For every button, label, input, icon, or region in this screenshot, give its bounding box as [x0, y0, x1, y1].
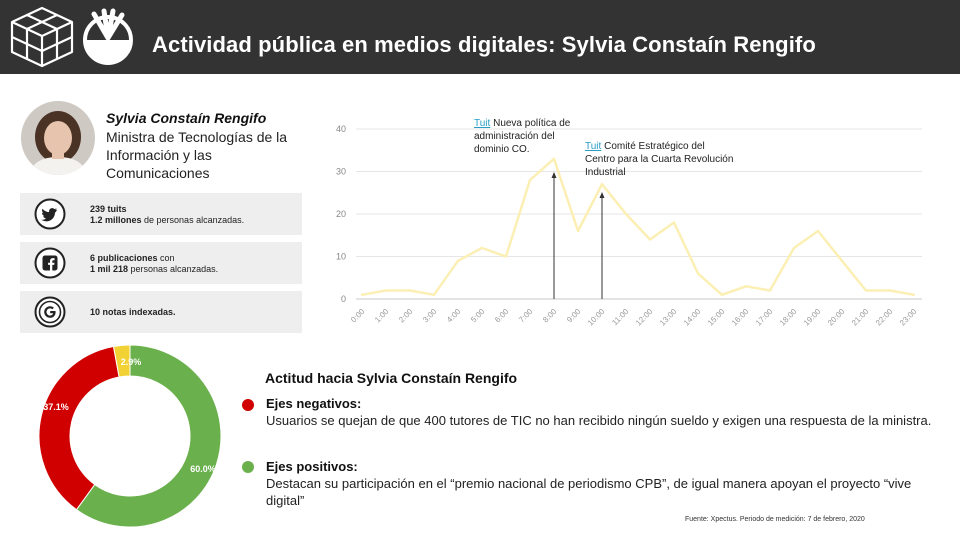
x-tick-label: 8:00	[541, 307, 559, 325]
annotation-arrow-head	[551, 172, 557, 178]
sun-shield-logo-icon	[83, 8, 133, 65]
positive-text: Destacan su participación en el “premio …	[266, 476, 912, 508]
x-tick-label: 2:00	[397, 307, 415, 325]
facebook-reach: 1 mil 218	[90, 264, 129, 274]
profile-avatar	[21, 101, 95, 175]
x-tick-label: 7:00	[517, 307, 535, 325]
data-point	[888, 289, 892, 292]
annotation-10am-link[interactable]: Tuit	[585, 141, 602, 152]
x-tick-label: 1:00	[373, 307, 391, 325]
data-point	[840, 259, 844, 262]
data-point	[504, 255, 508, 258]
google-count: 10 notas indexadas.	[90, 307, 176, 317]
data-point	[792, 246, 796, 250]
x-tick-label: 11:00	[610, 307, 630, 327]
x-tick-label: 4:00	[445, 307, 463, 325]
y-tick-label: 0	[341, 294, 346, 304]
x-tick-label: 14:00	[682, 307, 703, 328]
annotation-10am: Tuit Comité Estratégico del Centro para …	[585, 141, 734, 178]
x-tick-label: 6:00	[493, 307, 511, 325]
twitter-icon	[34, 198, 66, 230]
x-tick-label: 3:00	[421, 307, 439, 325]
negative-text: Usuarios se quejan de que 400 tutores de…	[266, 413, 932, 428]
data-point	[408, 289, 412, 292]
data-point	[768, 289, 772, 292]
x-tick-label: 16:00	[730, 307, 751, 328]
y-tick-label: 30	[336, 167, 346, 177]
annotation-arrow-head	[599, 192, 605, 198]
data-point	[528, 178, 532, 182]
profile-name: Sylvia Constaín Rengifo	[106, 110, 267, 126]
twitter-reach: 1.2 millones	[90, 215, 142, 225]
data-point	[600, 183, 604, 186]
data-point	[480, 246, 484, 250]
google-stat-text: 10 notas indexadas.	[90, 307, 176, 318]
facebook-stat-text: 6 publicaciones con 1 mil 218 personas a…	[90, 253, 219, 274]
y-tick-label: 10	[336, 252, 346, 262]
annotation-8am-link[interactable]: Tuit	[474, 118, 491, 129]
hourly-activity-chart: 0 10 20 30 40 0:00 1:00 2:00 3:00 4:00 5:00 6:00 7:0…	[336, 124, 922, 328]
negative-label: Ejes negativos:	[266, 396, 362, 411]
annotation-8am: Tuit Nueva política de administración de…	[474, 118, 571, 155]
donut-slice-1	[38, 345, 120, 511]
x-tick-label: 15:00	[706, 307, 727, 328]
data-point	[648, 238, 652, 241]
profile-role: Ministra de Tecnologías de la Informació…	[106, 129, 288, 181]
donut-label: 37.1%	[43, 402, 69, 412]
google-icon	[34, 296, 66, 328]
x-tick-label: 9:00	[565, 307, 583, 325]
source-footnote: Fuente: Xpectus. Periodo de medición: 7 …	[685, 516, 865, 523]
x-tick-label: 13:00	[658, 307, 679, 328]
data-point	[432, 293, 436, 296]
data-point	[552, 157, 556, 160]
header-bar: Actividad pública en medios digitales: S…	[0, 0, 960, 74]
cube-grid-logo-icon	[10, 6, 74, 68]
facebook-icon	[34, 247, 66, 279]
negative-bullet	[242, 399, 254, 411]
x-tick-label: 19:00	[802, 307, 823, 328]
data-point	[864, 289, 868, 292]
series-line	[361, 157, 915, 297]
data-point	[384, 289, 388, 292]
google-stat-card: 10 notas indexadas.	[20, 291, 302, 333]
x-tick-label: 20:00	[826, 307, 847, 328]
x-tick-label: 18:00	[778, 307, 799, 328]
x-tick-label: 23:00	[898, 307, 919, 328]
x-tick-label: 10:00	[586, 307, 607, 328]
twitter-stat-card: 239 tuits 1.2 millones de personas alcan…	[20, 193, 302, 235]
donut-label: 60.0%	[190, 464, 216, 474]
donut-slice-0	[75, 344, 222, 528]
attitude-title: Actitud hacia Sylvia Constaín Rengifo	[265, 370, 518, 386]
x-tick-label: 21:00	[850, 307, 871, 328]
data-point	[912, 293, 916, 296]
positive-label: Ejes positivos:	[266, 459, 358, 474]
x-tick-label: 12:00	[634, 307, 655, 328]
data-point	[672, 221, 676, 224]
data-point	[624, 212, 628, 216]
data-point	[696, 272, 700, 275]
y-tick-label: 40	[336, 124, 346, 134]
data-point	[816, 229, 820, 233]
data-point	[720, 293, 724, 296]
y-tick-label: 20	[336, 209, 346, 219]
twitter-count: 239 tuits	[90, 204, 127, 214]
x-tick-label: 22:00	[874, 307, 895, 328]
data-point	[360, 293, 364, 296]
facebook-stat-card: 6 publicaciones con 1 mil 218 personas a…	[20, 242, 302, 284]
attitude-donut-chart: 60.0% 37.1% 2.9%	[38, 344, 222, 528]
data-point	[744, 285, 748, 288]
facebook-count: 6 publicaciones	[90, 253, 158, 263]
twitter-stat-text: 239 tuits 1.2 millones de personas alcan…	[90, 204, 245, 225]
x-tick-label: 17:00	[754, 307, 775, 328]
data-point	[576, 229, 580, 233]
x-tick-label: 5:00	[469, 307, 487, 325]
positive-bullet	[242, 461, 254, 473]
page-title: Actividad pública en medios digitales: S…	[152, 32, 816, 57]
x-tick-label: 0:00	[349, 307, 367, 325]
donut-label: 2.9%	[121, 357, 142, 367]
donut-slice-2	[112, 344, 131, 378]
data-point	[456, 259, 460, 262]
